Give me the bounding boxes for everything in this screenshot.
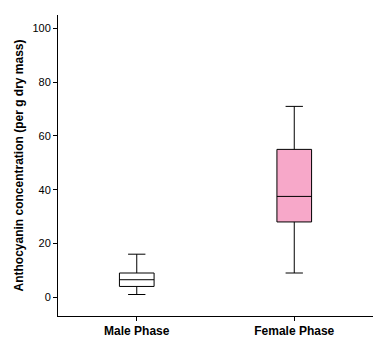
svg-text:40: 40 xyxy=(39,184,51,196)
svg-text:Male Phase: Male Phase xyxy=(104,324,170,338)
svg-text:100: 100 xyxy=(32,22,50,34)
svg-text:Female Phase: Female Phase xyxy=(254,324,334,338)
svg-text:80: 80 xyxy=(39,76,51,88)
svg-text:0: 0 xyxy=(45,291,51,303)
svg-text:20: 20 xyxy=(39,237,51,249)
svg-text:Anthocyanin concentration (per: Anthocyanin concentration (per g dry mas… xyxy=(12,39,26,291)
svg-text:60: 60 xyxy=(39,130,51,142)
